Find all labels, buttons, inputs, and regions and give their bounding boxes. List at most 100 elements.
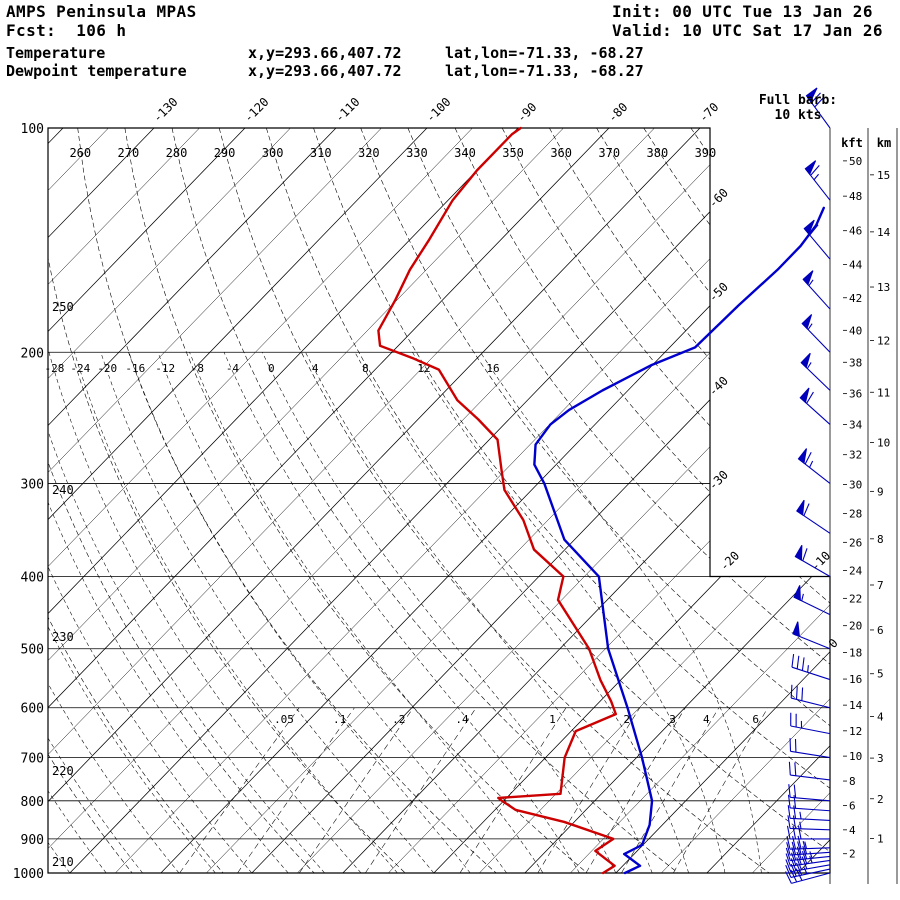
svg-text:260: 260 — [69, 146, 91, 160]
svg-text:6: 6 — [877, 624, 884, 637]
svg-text:50: 50 — [849, 155, 862, 168]
svg-text:220: 220 — [52, 764, 74, 778]
svg-text:2: 2 — [877, 793, 884, 806]
svg-text:44: 44 — [849, 259, 863, 272]
svg-text:4: 4 — [703, 713, 710, 726]
svg-text:-100: -100 — [423, 95, 453, 125]
svg-text:km: km — [877, 136, 891, 150]
dry-adiabats — [48, 128, 830, 873]
init-time: Init: 00 UTC Tue 13 Jan 26 — [612, 2, 873, 21]
svg-text:-12: -12 — [155, 362, 175, 375]
wind-barb — [802, 270, 831, 310]
svg-text:340: 340 — [454, 146, 476, 160]
svg-text:10 kts: 10 kts — [775, 108, 822, 123]
svg-text:10: 10 — [849, 750, 862, 763]
svg-text:-4: -4 — [226, 362, 240, 375]
svg-text:800: 800 — [21, 795, 44, 810]
svg-text:18: 18 — [849, 647, 862, 660]
svg-text:12: 12 — [877, 334, 890, 347]
svg-text:.4: .4 — [455, 713, 469, 726]
svg-text:290: 290 — [214, 146, 236, 160]
valid-time: Valid: 10 UTC Sat 17 Jan 26 — [612, 21, 883, 40]
svg-text:12: 12 — [849, 725, 862, 738]
svg-text:400: 400 — [21, 571, 44, 586]
svg-text:230: 230 — [52, 630, 74, 644]
svg-text:900: 900 — [21, 833, 44, 848]
grid-labels: -130 -120 -110 -100 -90 -80 -70-60-50-40-30-20… — [44, 95, 840, 869]
svg-text:20: 20 — [849, 620, 862, 633]
svg-text:.1: .1 — [333, 713, 346, 726]
wind-barb — [786, 825, 830, 840]
wind-barb — [786, 840, 831, 856]
svg-text:16: 16 — [849, 673, 862, 686]
dewpoint-curve — [377, 126, 618, 875]
svg-text:-28: -28 — [44, 362, 64, 375]
svg-text:7: 7 — [877, 579, 884, 592]
svg-text:8: 8 — [877, 533, 884, 546]
wind-barb — [790, 712, 831, 735]
svg-text:28: 28 — [849, 508, 862, 521]
svg-text:0: 0 — [268, 362, 275, 375]
wind-barb — [792, 621, 831, 650]
svg-text:380: 380 — [647, 146, 669, 160]
wind-barb — [799, 387, 831, 425]
svg-text:6: 6 — [752, 713, 759, 726]
svg-text:350: 350 — [502, 146, 524, 160]
svg-text:-8: -8 — [191, 362, 204, 375]
wind-barb — [793, 585, 831, 616]
wind-barbs — [785, 87, 831, 884]
wind-barb — [791, 654, 831, 681]
wind-barb — [790, 684, 831, 709]
svg-text:300: 300 — [21, 477, 44, 492]
svg-text:370: 370 — [598, 146, 620, 160]
wind-barb — [801, 314, 831, 353]
svg-text:270: 270 — [118, 146, 140, 160]
svg-text:-130: -130 — [150, 95, 180, 125]
svg-text:360: 360 — [550, 146, 572, 160]
svg-text:14: 14 — [877, 226, 891, 239]
page-title: AMPS Peninsula MPAS — [6, 2, 197, 21]
wind-barb — [803, 219, 831, 260]
svg-text:10: 10 — [877, 437, 890, 450]
svg-text:13: 13 — [877, 281, 890, 294]
svg-text:5: 5 — [877, 668, 884, 681]
wind-barb — [788, 784, 831, 802]
wind-barb — [789, 738, 831, 759]
svg-text:3: 3 — [877, 752, 884, 765]
svg-text:390: 390 — [695, 146, 717, 160]
svg-text:300: 300 — [262, 146, 284, 160]
svg-text:-110: -110 — [332, 95, 362, 125]
svg-text:-80: -80 — [605, 100, 630, 125]
svg-text:38: 38 — [849, 356, 862, 369]
svg-text:11: 11 — [877, 386, 890, 399]
svg-text:30: 30 — [849, 478, 862, 491]
svg-text:9: 9 — [877, 485, 884, 498]
temperature-curve — [533, 206, 825, 875]
svg-text:15: 15 — [877, 169, 890, 182]
svg-text:3: 3 — [669, 713, 676, 726]
svg-text:500: 500 — [21, 643, 44, 658]
svg-text:-20: -20 — [717, 548, 742, 573]
svg-text:42: 42 — [849, 292, 862, 305]
isobar-grid: 100 200 300 400 500 600 700 800 900 1000 — [13, 122, 830, 882]
svg-text:46: 46 — [849, 225, 862, 238]
wind-barb — [787, 815, 831, 831]
svg-text:600: 600 — [21, 702, 44, 717]
svg-text:34: 34 — [849, 418, 863, 431]
svg-text:48: 48 — [849, 190, 862, 203]
svg-text:.05: .05 — [274, 713, 294, 726]
svg-text:24: 24 — [849, 565, 863, 578]
svg-text:-24: -24 — [70, 362, 90, 375]
svg-text:1: 1 — [877, 832, 884, 845]
svg-text:-10: -10 — [808, 548, 833, 573]
svg-text:200: 200 — [21, 346, 44, 361]
svg-text:-90: -90 — [514, 100, 539, 125]
legend-dewpoint-latlon: lat,lon=-71.33, -68.27 — [445, 62, 644, 80]
legend-temperature-xy: x,y=293.66,407.72 — [248, 44, 402, 62]
wind-barb — [796, 499, 831, 534]
svg-text:1000: 1000 — [13, 867, 44, 882]
svg-text:-20: -20 — [97, 362, 117, 375]
svg-text:320: 320 — [358, 146, 380, 160]
legend-dewpoint-label: Dewpoint temperature — [6, 62, 187, 80]
